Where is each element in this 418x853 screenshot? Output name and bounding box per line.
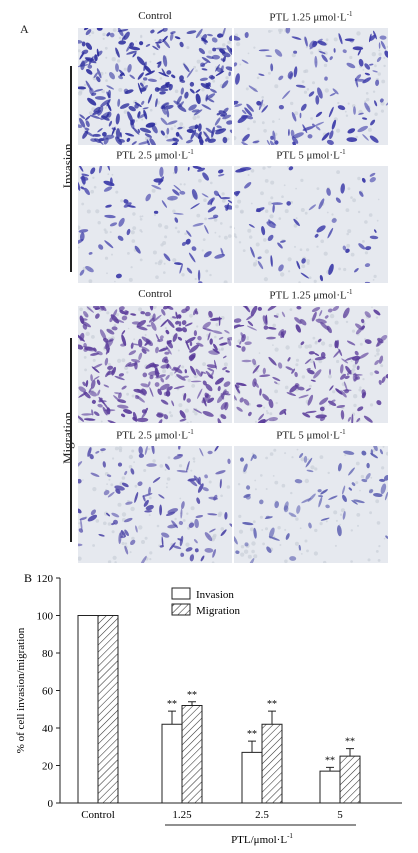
legend-swatch-invasion	[171, 587, 191, 600]
legend-label-invasion: Invasion	[196, 589, 234, 601]
micrograph-invasion-ptl-5	[234, 166, 388, 283]
micro-title-migration-control: Control	[138, 288, 172, 300]
x-axis-label: PTL/μmol·L-1	[231, 832, 293, 846]
y-tick-label: 0	[48, 798, 54, 810]
y-tick-label: 20	[42, 761, 54, 773]
significance-marker: **	[267, 699, 277, 710]
micrograph-texture	[234, 166, 388, 283]
bar-migration-2	[261, 723, 283, 804]
y-tick-label: 120	[37, 573, 54, 585]
invasion-group-label: Invasion	[60, 143, 75, 189]
significance-marker: **	[247, 729, 257, 740]
y-axis-label: % of cell invasion/migration	[15, 627, 27, 753]
invasion-group-line	[70, 66, 72, 272]
migration-group-line	[70, 338, 72, 542]
category-label: 1.25	[172, 809, 192, 821]
micrograph-migration-control	[78, 306, 232, 423]
micrograph-invasion-ptl-2-5	[78, 166, 232, 283]
bar-invasion-0	[77, 615, 99, 804]
significance-marker: **	[167, 699, 177, 710]
micrograph-texture	[78, 446, 232, 563]
y-tick-label: 80	[42, 648, 54, 660]
category-label: Control	[81, 809, 115, 821]
significance-marker: **	[345, 737, 355, 748]
micrograph-migration-ptl-5	[234, 446, 388, 563]
migration-group-label: Migration	[60, 412, 75, 464]
bar-migration-0	[97, 615, 119, 804]
bar-migration-1	[181, 705, 203, 804]
micrograph-texture	[234, 28, 388, 145]
micro-title-invasion-ptl-1-25: PTL 1.25 μmol·L-1	[269, 10, 353, 24]
y-tick-label: 100	[37, 611, 54, 623]
legend-label-migration: Migration	[196, 605, 240, 617]
micrograph-texture	[78, 306, 232, 423]
micrograph-texture	[234, 446, 388, 563]
category-label: 2.5	[255, 809, 269, 821]
micrograph-invasion-ptl-1-25	[234, 28, 388, 145]
micro-title-migration-ptl-1-25: PTL 1.25 μmol·L-1	[269, 288, 353, 302]
micro-title-invasion-control: Control	[138, 10, 172, 22]
significance-marker: **	[325, 755, 335, 766]
micro-title-migration-ptl-5: PTL 5 μmol·L-1	[276, 428, 346, 442]
legend-swatch-migration	[171, 603, 191, 616]
micrograph-texture	[78, 166, 232, 283]
category-label: 5	[337, 809, 343, 821]
y-tick-label: 40	[42, 723, 54, 735]
micro-title-migration-ptl-2-5: PTL 2.5 μmol·L-1	[116, 428, 194, 442]
bar-migration-3	[339, 755, 361, 804]
micrograph-invasion-control	[78, 28, 232, 145]
micro-title-invasion-ptl-5: PTL 5 μmol·L-1	[276, 148, 346, 162]
micrograph-texture	[234, 306, 388, 423]
micro-title-invasion-ptl-2-5: PTL 2.5 μmol·L-1	[116, 148, 194, 162]
panel-b-letter: B	[24, 571, 32, 585]
micrograph-migration-ptl-2-5	[78, 446, 232, 563]
bar-chart: B 0 20 40 60 80 100 120 % of cell invasion/migra…	[15, 571, 402, 846]
bar-invasion-2	[241, 751, 263, 804]
micrograph-texture	[78, 28, 232, 145]
y-tick-label: 60	[42, 686, 54, 698]
bar-invasion-3	[319, 770, 341, 804]
micrograph-migration-ptl-1-25	[234, 306, 388, 423]
panel-a-letter: A	[20, 22, 29, 36]
bar-invasion-1	[161, 723, 183, 804]
significance-marker: **	[187, 690, 197, 701]
